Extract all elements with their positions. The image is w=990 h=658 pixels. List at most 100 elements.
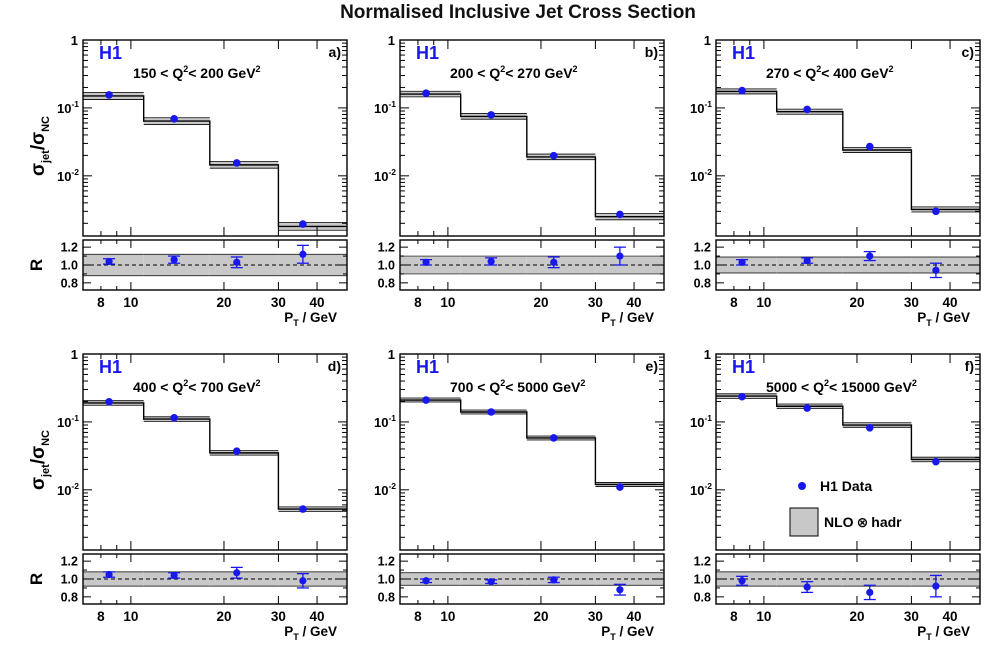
x-tick-label: 30 [271, 609, 286, 624]
x-tick-label: 20 [533, 295, 548, 310]
x-tick-label: 10 [756, 295, 771, 310]
q2-range-label: 5000 < Q2< 15000 GeV2 [766, 378, 917, 395]
ratio-y-tick-label: 1.0 [61, 259, 78, 273]
ratio-y-tick-label: 0.8 [694, 276, 711, 290]
x-tick-label: 10 [123, 609, 138, 624]
data-point [170, 413, 178, 422]
y-tick-label: 10-2 [57, 167, 79, 184]
panel-d: 1 10-1 10-2 H1 d) 400 < Q2< 700 GeV2 0.8 1.0 1.2… [27, 347, 348, 642]
ratio-point [233, 569, 241, 577]
x-tick-label: 8 [730, 295, 738, 310]
x-axis-label: PT / GeV [284, 624, 337, 642]
ratio-y-tick-label: 1.0 [378, 259, 395, 273]
x-tick-label: 10 [123, 295, 138, 310]
main-frame [399, 39, 665, 237]
ratio-point [550, 576, 558, 584]
y-tick-label: 10-2 [374, 481, 396, 498]
ratio-point [803, 583, 811, 591]
ratio-y-tick-label: 0.8 [378, 590, 395, 604]
ratio-y-tick-label: 1.2 [694, 555, 711, 569]
ratio-y-tick-label: 1.0 [694, 259, 711, 273]
legend: H1 Data NLO ⊗ hadr [789, 478, 902, 537]
data-point [105, 91, 113, 99]
data-point [487, 111, 495, 119]
main-plot-area [716, 392, 980, 466]
ratio-y-tick-label: 0.8 [694, 590, 711, 604]
data-point [616, 210, 624, 219]
ratio-point [487, 257, 495, 266]
main-frame [82, 39, 348, 237]
panel-tag: a) [329, 44, 341, 60]
ratio-y-tick-label: 0.8 [61, 276, 78, 290]
panel-a: 1 10-1 10-2 H1 a) 150 < Q2< 200 GeV2 0.8 1.0 1.2… [27, 33, 348, 328]
x-tick-label: 30 [904, 295, 919, 310]
y-tick-label: 10-2 [57, 481, 79, 498]
data-point [803, 404, 811, 412]
q2-range-label: 270 < Q2< 400 GeV2 [766, 64, 894, 81]
ratio-band-bin [278, 571, 347, 587]
ratio-plot-area [83, 566, 347, 589]
x-tick-label: 20 [849, 295, 864, 310]
panel-f: 1 10-1 10-2 H1 f) 5000 < Q2< 15000 GeV2 0.8 1.0… [690, 347, 981, 642]
q2-range-label: 700 < Q2< 5000 GeV2 [450, 378, 585, 395]
ratio-y-tick-label: 1.2 [378, 241, 395, 255]
ratio-y-tick-label: 1.0 [61, 573, 78, 587]
data-point [616, 483, 624, 491]
nlo-step-line [83, 95, 347, 228]
data-point [487, 408, 495, 416]
x-tick-label: 8 [730, 609, 738, 624]
data-point [422, 89, 430, 97]
data-point [932, 207, 940, 216]
x-tick-label: 40 [943, 609, 958, 624]
panel-b: 1 10-1 10-2 H1 b) 200 < Q2< 270 GeV2 0.8 1.0 1.2… [374, 33, 665, 328]
x-axis-label: PT / GeV [917, 624, 970, 642]
ratio-point [738, 577, 746, 585]
y-tick-label: 1 [704, 347, 711, 362]
nlo-step-line [400, 93, 664, 218]
x-tick-label: 40 [943, 295, 958, 310]
ratio-point [299, 577, 307, 585]
panel-e: 1 10-1 10-2 H1 e) 700 < Q2< 5000 GeV2 0.8 1.0 1.… [374, 347, 665, 642]
ratio-point [422, 258, 430, 266]
y-axis-label-ratio: R [27, 259, 46, 271]
ratio-point [616, 586, 624, 594]
x-axis-label: PT / GeV [284, 310, 337, 328]
data-point [549, 434, 558, 442]
ratio-point [105, 570, 113, 579]
ratio-y-tick-label: 1.2 [61, 555, 78, 569]
nlo-step-line [716, 90, 980, 211]
main-plot-area [83, 397, 347, 513]
x-tick-label: 10 [756, 609, 771, 624]
x-tick-label: 10 [440, 609, 455, 624]
nlo-step-line [400, 399, 664, 486]
q2-range-label: 200 < Q2< 270 GeV2 [450, 64, 578, 81]
x-axis-label: PT / GeV [917, 310, 970, 328]
x-tick-label: 20 [216, 295, 231, 310]
y-tick-label: 1 [388, 33, 395, 48]
y-axis-label-ratio: R [27, 573, 46, 585]
x-tick-label: 8 [414, 295, 422, 310]
y-axis-label-main: σjet/σNC [28, 116, 52, 176]
data-point [549, 151, 558, 160]
x-axis-label: PT / GeV [601, 310, 654, 328]
ratio-y-tick-label: 0.8 [61, 590, 78, 604]
legend-band-swatch [789, 507, 819, 537]
data-point [170, 115, 178, 123]
data-point [232, 159, 241, 167]
nlo-step-line [716, 395, 980, 461]
data-point [865, 423, 874, 432]
ratio-point [170, 256, 178, 264]
y-tick-label: 10-1 [690, 413, 712, 430]
panel-tag: d) [328, 358, 341, 374]
main-plot-area [716, 86, 980, 216]
ratio-point [299, 250, 307, 258]
main-frame [82, 353, 348, 551]
ratio-point [170, 571, 178, 580]
y-tick-label: 1 [71, 33, 78, 48]
experiment-label: H1 [732, 43, 755, 63]
experiment-label: H1 [416, 43, 439, 63]
ratio-point [803, 256, 811, 265]
x-tick-label: 40 [627, 295, 642, 310]
ratio-y-tick-label: 0.8 [378, 276, 395, 290]
